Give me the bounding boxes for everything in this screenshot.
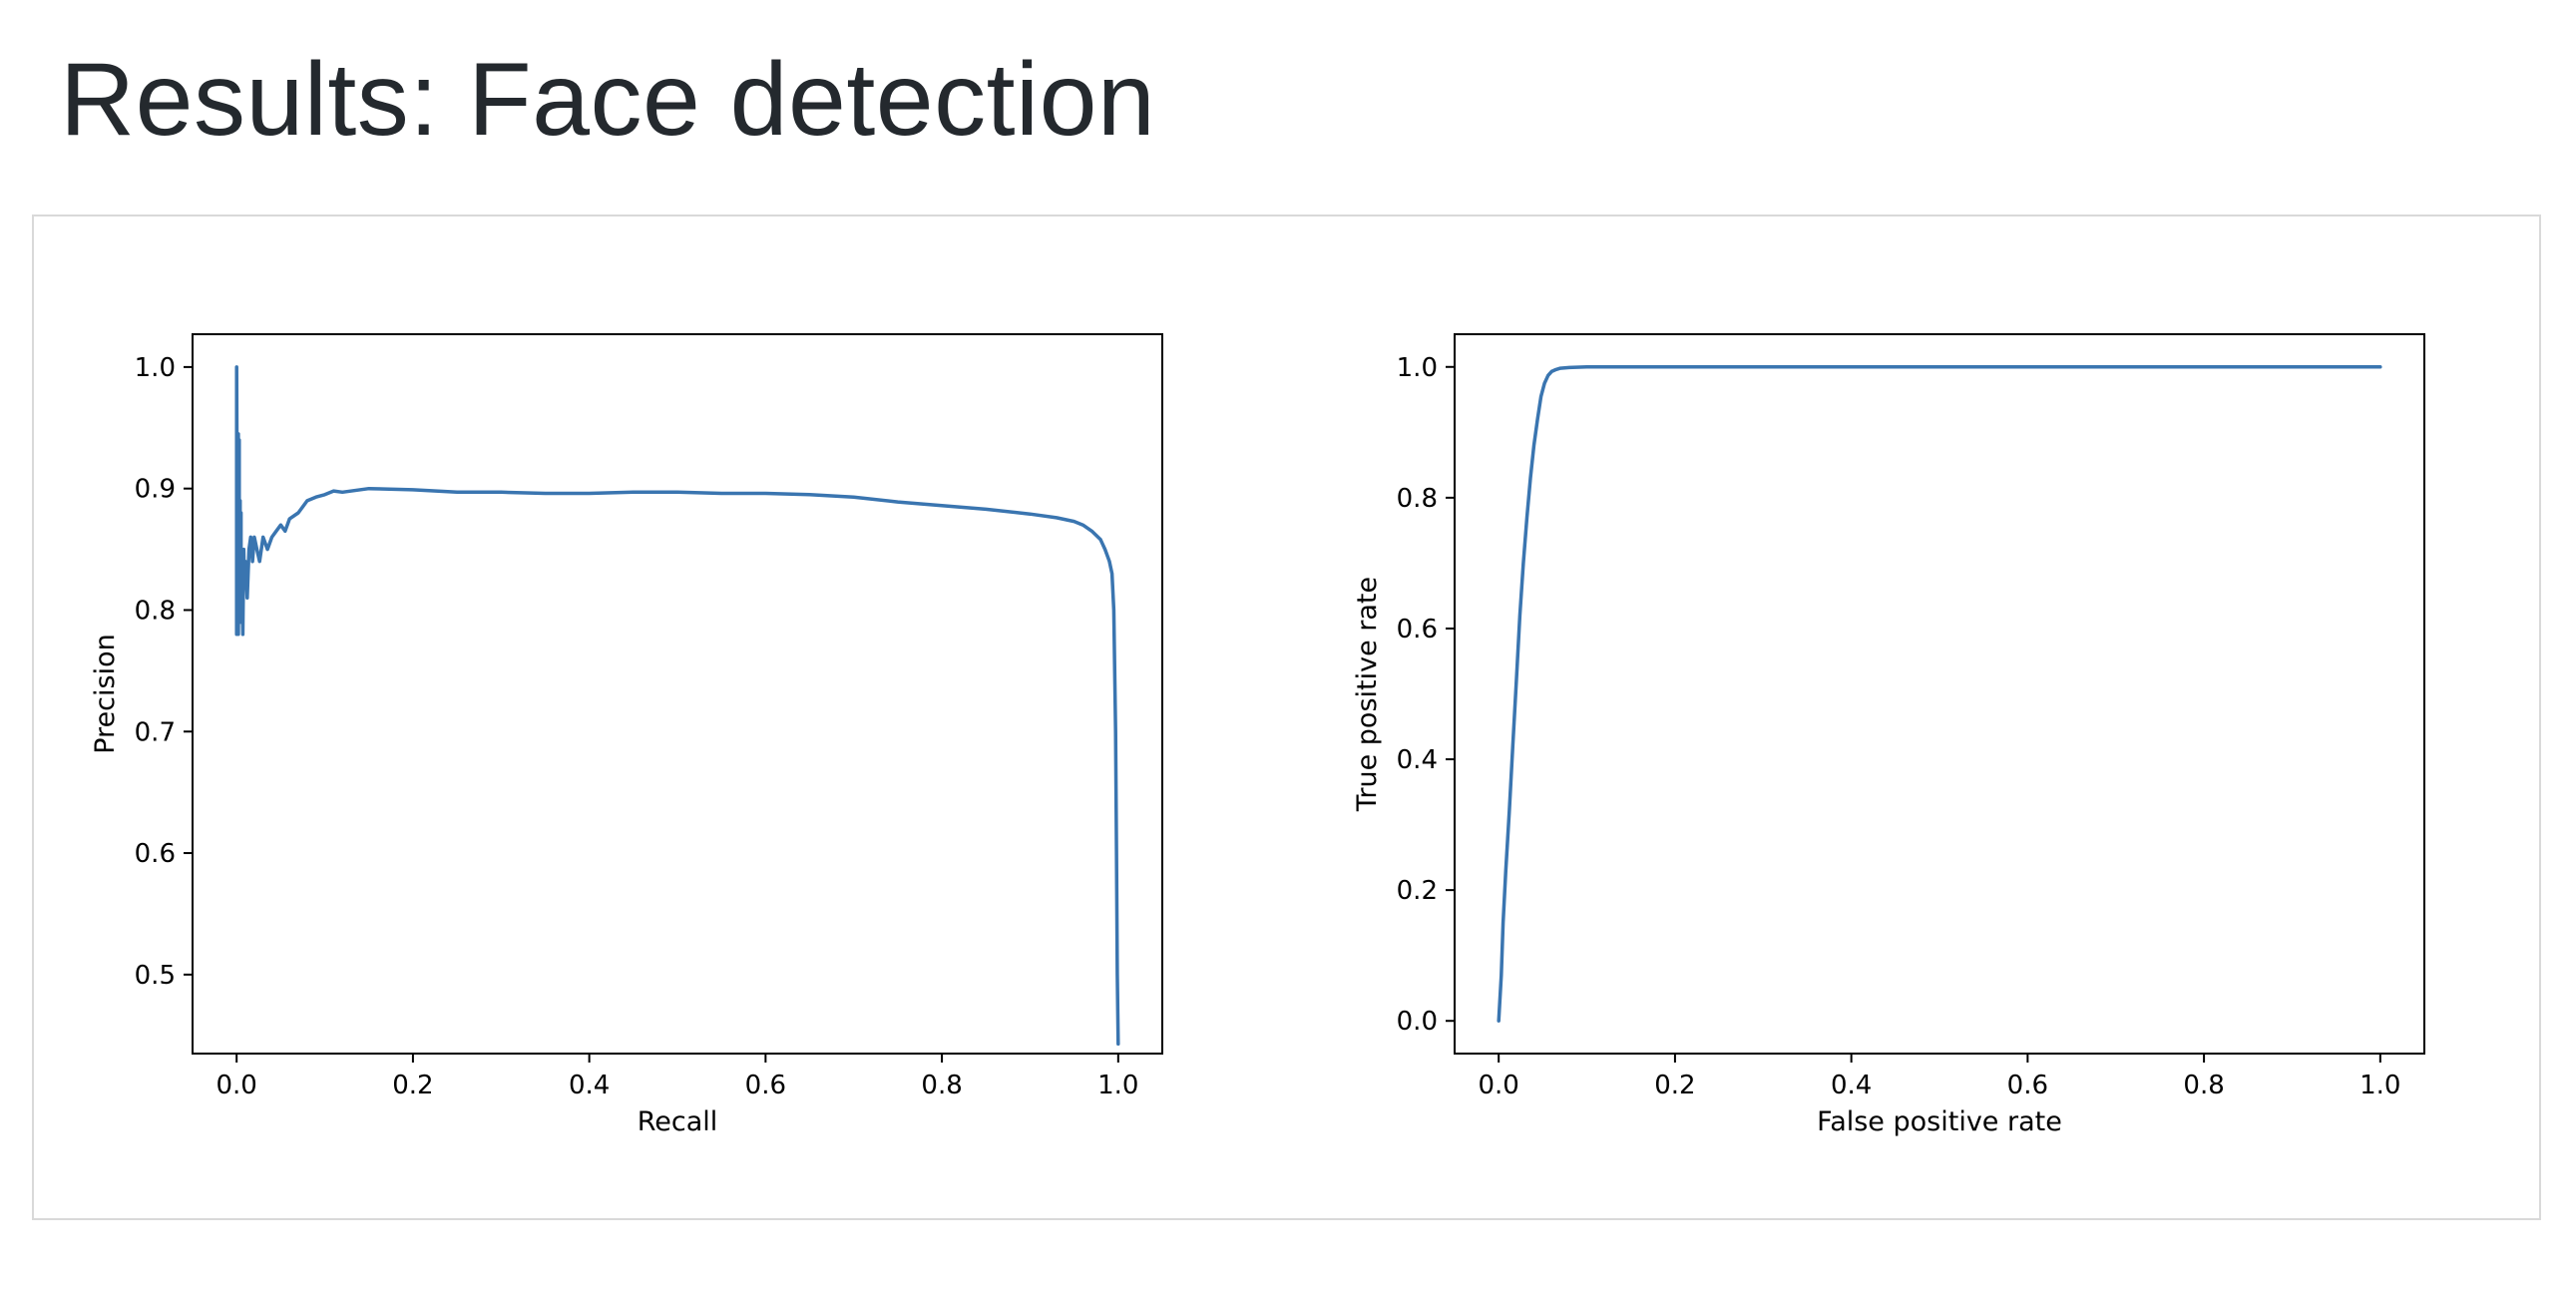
chart2-y-tick-label: 0.2 bbox=[1397, 876, 1438, 906]
chart1-x-axis-label: Recall bbox=[638, 1106, 718, 1137]
chart1-x-tick-label: 1.0 bbox=[1097, 1071, 1138, 1100]
chart2-series-line-1 bbox=[1497, 365, 2382, 1023]
page-title: Results: Face detection bbox=[60, 42, 1156, 158]
chart2-y-tick-label: 0.8 bbox=[1397, 484, 1438, 514]
chart2-y-tick-label: 1.0 bbox=[1397, 353, 1438, 383]
chart2-y-tick-label: 0.6 bbox=[1397, 615, 1438, 645]
chart2-x-tick-label: 0.6 bbox=[2007, 1071, 2048, 1100]
chart2-x-tick-label: 1.0 bbox=[2360, 1071, 2400, 1100]
chart1-series-line-1 bbox=[234, 365, 1120, 1047]
chart2-y-tick-label: 0.0 bbox=[1397, 1007, 1438, 1037]
chart1-x-tick-label: 0.0 bbox=[216, 1071, 257, 1100]
chart1-x-tick-label: 0.4 bbox=[569, 1071, 610, 1100]
chart1-x-tick-label: 0.2 bbox=[392, 1071, 433, 1100]
chart1-plot-frame bbox=[192, 333, 1163, 1055]
figure-panel: 0.0 0.2 0.4 0.6 0.8 1.0 0.5 0.6 0.7 0.8 0.9 1.0 Reca… bbox=[32, 215, 2541, 1220]
chart2-x-tick-label: 0.2 bbox=[1654, 1071, 1695, 1100]
chart2-plot-frame bbox=[1454, 333, 2425, 1055]
chart2-x-tick-label: 0.0 bbox=[1479, 1071, 1519, 1100]
chart1-y-tick-label: 0.9 bbox=[135, 475, 176, 505]
chart2-x-axis-label: False positive rate bbox=[1817, 1106, 2062, 1137]
chart1-x-tick-label: 0.8 bbox=[921, 1071, 962, 1100]
chart1-y-tick-label: 0.8 bbox=[135, 596, 176, 626]
chart1-y-tick-label: 0.6 bbox=[135, 839, 176, 869]
chart1-y-tick-label: 0.7 bbox=[135, 717, 176, 747]
chart1-y-axis-label: Precision bbox=[90, 634, 121, 753]
chart2-x-tick-label: 0.8 bbox=[2183, 1071, 2224, 1100]
chart2-x-tick-label: 0.4 bbox=[1831, 1071, 1872, 1100]
chart2-y-axis-label: True positive rate bbox=[1352, 577, 1383, 812]
chart1-y-tick-label: 0.5 bbox=[135, 961, 176, 991]
charts-canvas: 0.0 0.2 0.4 0.6 0.8 1.0 0.5 0.6 0.7 0.8 0.9 1.0 Reca… bbox=[90, 333, 2425, 1137]
chart1-y-tick-label: 1.0 bbox=[135, 353, 176, 383]
chart1-x-tick-label: 0.6 bbox=[745, 1071, 786, 1100]
chart2-y-tick-label: 0.4 bbox=[1397, 745, 1438, 775]
